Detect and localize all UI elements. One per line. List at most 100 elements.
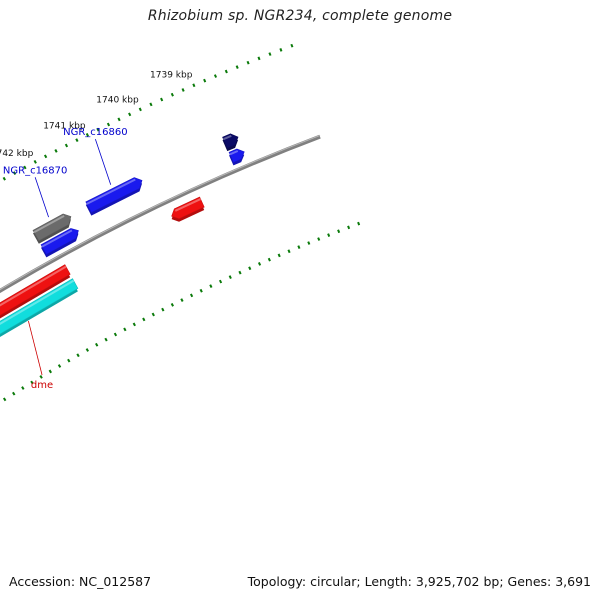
- scale-minor-tick: [113, 332, 118, 337]
- scale-minor-tick: [170, 92, 174, 97]
- scale-minor-tick: [279, 48, 283, 52]
- scale-minor-tick: [21, 386, 25, 390]
- scale-minor-tick: [317, 237, 321, 241]
- scale-minor-tick: [248, 266, 252, 271]
- scale-minor-tick: [347, 225, 351, 230]
- gene-label-leader: [28, 320, 43, 376]
- scale-minor-tick: [151, 312, 155, 317]
- gene-highlight: [41, 229, 73, 248]
- scale-minor-tick: [12, 171, 17, 175]
- scale-minor-tick: [96, 127, 100, 132]
- accession-text: Accession: NC_012587: [9, 574, 152, 589]
- scale-minor-tick: [327, 233, 331, 237]
- scale-minor-tick: [238, 270, 242, 275]
- scale-tick-label: 1742 kbp: [0, 149, 34, 159]
- gene-label-leader: [94, 138, 112, 185]
- scale-tick-label: 1739 kbp: [150, 71, 193, 81]
- scale-minor-tick: [142, 317, 146, 322]
- scale-minor-tick: [257, 56, 261, 61]
- scale-minor-tick: [85, 133, 90, 137]
- scale-minor-tick: [12, 391, 16, 396]
- gene-label: dme: [31, 380, 53, 391]
- scale-minor-tick: [213, 74, 218, 78]
- gene-arrow: [171, 196, 205, 220]
- scale-minor-tick: [54, 149, 58, 153]
- gene-highlight: [229, 150, 239, 156]
- scale-minor-tick: [75, 138, 79, 143]
- scale-minor-tick: [149, 102, 153, 107]
- gene-arrow: [85, 177, 143, 213]
- scale-minor-tick: [218, 279, 223, 284]
- gene-arrow: [32, 213, 72, 242]
- scale-minor-tick: [228, 275, 232, 279]
- scale-minor-tick: [76, 353, 80, 358]
- scale-minor-tick: [64, 143, 69, 148]
- gene-rev-cyan: [0, 278, 79, 338]
- inner-scale-ring: [2, 221, 361, 402]
- gene-fwd-navy-top: [222, 133, 239, 152]
- gene-highlight: [86, 178, 136, 205]
- gene-arrow: [0, 264, 71, 316]
- figure-title: Rhizobium sp. NGR234, complete genome: [147, 8, 453, 24]
- scale-minor-tick: [132, 322, 136, 327]
- scale-minor-tick: [290, 43, 294, 48]
- gene-fwd-grey: [32, 213, 72, 244]
- scale-minor-tick: [277, 253, 281, 258]
- gene-rev-red-long: [0, 264, 71, 319]
- scale-minor-tick: [2, 397, 7, 402]
- scale-minor-tick: [357, 221, 361, 226]
- scale-minor-tick: [123, 327, 127, 332]
- scale-minor-tick: [106, 122, 111, 127]
- scale-minor-tick: [181, 88, 185, 92]
- gene-highlight: [174, 198, 201, 212]
- scale-minor-tick: [224, 69, 228, 74]
- scale-minor-tick: [138, 107, 142, 112]
- scale-minor-tick: [30, 380, 34, 385]
- scale-minor-tick: [235, 65, 239, 69]
- scale-minor-tick: [128, 112, 132, 117]
- scale-minor-tick: [192, 83, 196, 88]
- scale-minor-tick: [246, 60, 250, 65]
- gene-highlight: [33, 214, 65, 234]
- scale-minor-tick: [257, 262, 262, 266]
- scale-minor-tick: [203, 78, 207, 83]
- scale-minor-tick: [337, 229, 341, 234]
- scale-minor-tick: [161, 307, 165, 312]
- topology-text: Topology: circular; Length: 3,925,702 bp…: [247, 574, 591, 589]
- scale-tick-label: 1740 kbp: [96, 95, 139, 105]
- scale-minor-tick: [267, 257, 271, 262]
- scale-minor-tick: [160, 97, 164, 102]
- gene-label: NGR_c16870: [3, 165, 68, 176]
- gene-highlight: [0, 279, 75, 325]
- gene-highlight: [223, 134, 232, 141]
- gene-fwd-blue-small: [40, 228, 79, 258]
- gene-rev-red-right: [171, 196, 205, 222]
- scale-minor-tick: [287, 249, 291, 254]
- scale-minor-tick: [307, 241, 311, 245]
- scale-minor-tick: [2, 176, 6, 181]
- gene-highlight: [0, 265, 67, 307]
- scale-minor-tick: [43, 154, 48, 159]
- scale-minor-tick: [297, 245, 301, 249]
- scale-minor-tick: [39, 375, 43, 379]
- scale-minor-tick: [170, 302, 174, 307]
- scale-tick-label: 1741 kbp: [43, 122, 86, 132]
- scale-minor-tick: [67, 358, 71, 363]
- scale-minor-tick: [117, 117, 121, 122]
- genome-backbone-highlight: [0, 134, 321, 291]
- scale-minor-tick: [180, 298, 184, 302]
- gene-label: NGR_c16860: [63, 127, 128, 138]
- scale-minor-tick: [189, 293, 194, 298]
- gene-fwd-blue-edge: [228, 148, 245, 166]
- gene-label-leader: [34, 177, 49, 218]
- scale-minor-tick: [23, 165, 27, 170]
- gene-fwd-blue-large: [85, 177, 143, 216]
- genome-backbone: [0, 134, 321, 294]
- scale-minor-tick: [48, 369, 52, 374]
- gene-arrow: [0, 278, 79, 335]
- scale-minor-tick: [95, 342, 99, 347]
- scale-minor-tick: [85, 348, 90, 352]
- scale-minor-tick: [199, 288, 203, 293]
